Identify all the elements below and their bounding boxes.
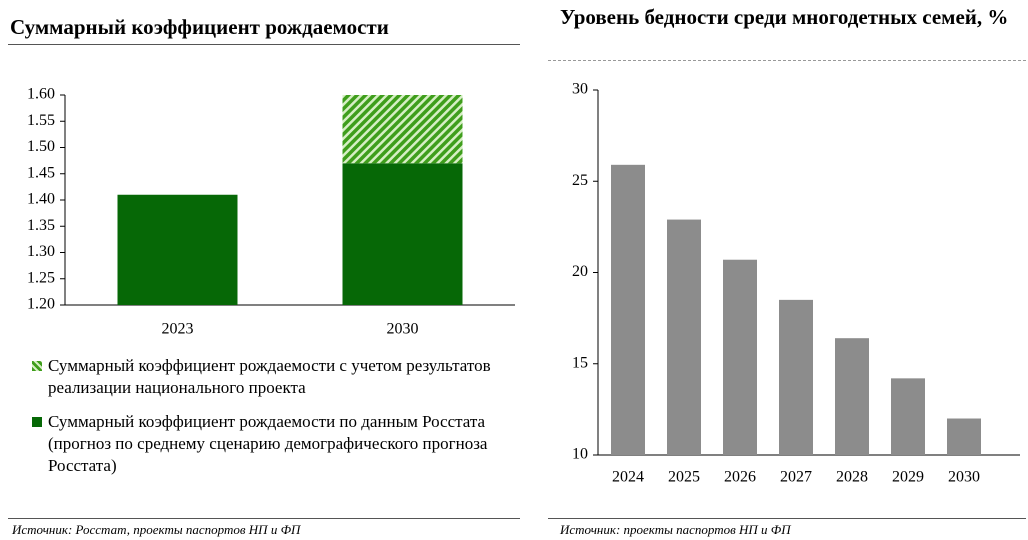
legend-swatch	[32, 361, 42, 371]
y-tick-label: 1.50	[27, 138, 55, 155]
y-tick-label: 10	[572, 446, 588, 463]
y-tick-label: 1.25	[27, 269, 55, 286]
bar	[891, 378, 925, 455]
rule	[8, 518, 520, 519]
x-tick-label: 2028	[836, 469, 868, 486]
y-tick-label: 30	[572, 81, 588, 98]
bar	[835, 338, 869, 455]
bar	[779, 299, 813, 455]
x-tick-label: 2029	[892, 469, 924, 486]
y-tick-label: 25	[572, 172, 588, 189]
source: Источник: проекты паспортов НП и ФП	[560, 522, 791, 537]
chart-title: Суммарный коэффициент рождаемости	[10, 15, 389, 39]
y-tick-label: 15	[572, 354, 588, 371]
legend-label: Суммарный коэффициент рождаемости по дан…	[48, 412, 488, 475]
bar	[611, 164, 645, 455]
y-tick-label: 1.35	[27, 217, 55, 234]
bar	[667, 219, 701, 455]
y-tick-label: 1.20	[27, 296, 55, 313]
bar-segment	[342, 163, 463, 305]
y-tick-label: 20	[572, 263, 588, 280]
legend-item: Суммарный коэффициент рождаемости с учет…	[30, 355, 500, 399]
bar	[947, 418, 981, 455]
y-tick-label: 1.40	[27, 191, 55, 208]
x-tick-label: 2025	[668, 469, 700, 486]
rule	[8, 44, 520, 45]
bar-segment	[342, 95, 463, 164]
y-tick-label: 1.60	[27, 86, 55, 103]
y-tick-label: 1.30	[27, 243, 55, 260]
x-tick-label: 2024	[612, 469, 644, 486]
rule	[548, 60, 1026, 61]
y-tick-label: 1.45	[27, 164, 55, 181]
x-tick-label: 2023	[162, 321, 194, 338]
legend-label: Суммарный коэффициент рождаемости с учет…	[48, 356, 491, 397]
x-tick-label: 2030	[387, 321, 419, 338]
y-tick-label: 1.55	[27, 112, 55, 129]
x-tick-label: 2027	[780, 469, 812, 486]
bar-segment	[117, 194, 238, 305]
legend-item: Суммарный коэффициент рождаемости по дан…	[30, 411, 500, 477]
bar	[723, 259, 757, 455]
x-tick-label: 2030	[948, 469, 980, 486]
legend: Суммарный коэффициент рождаемости с учет…	[30, 355, 500, 489]
source: Источник: Росстат, проекты паспортов НП …	[12, 522, 301, 537]
x-tick-label: 2026	[724, 469, 756, 486]
rule	[548, 518, 1026, 519]
legend-swatch	[32, 417, 42, 427]
chart-title: Уровень бедности среди многодетных семей…	[560, 5, 1009, 29]
